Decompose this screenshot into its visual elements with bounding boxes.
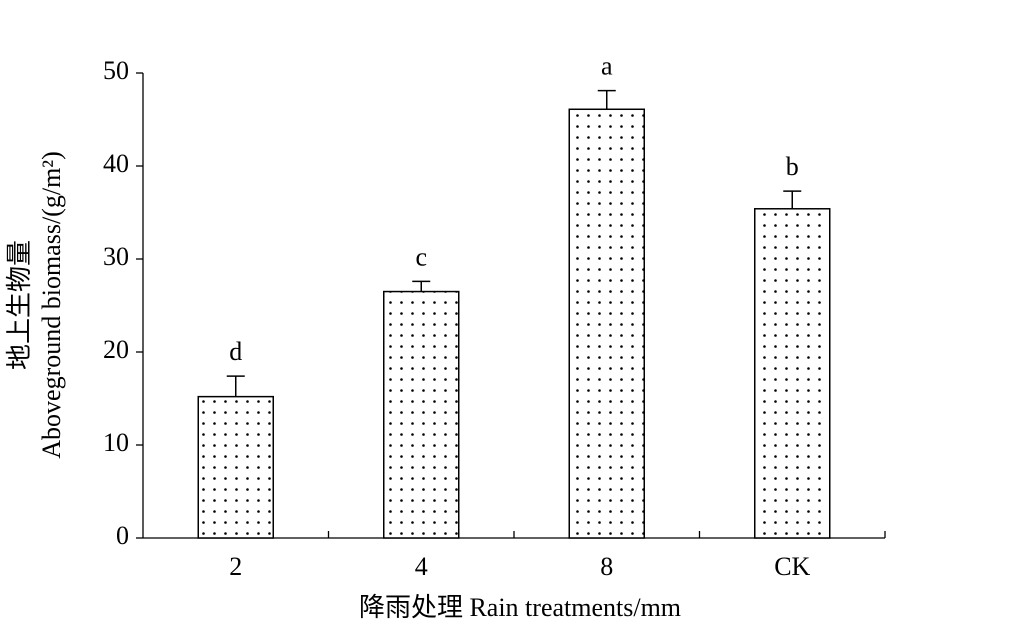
y-tick-label: 50 <box>103 56 129 85</box>
x-tick-label: 2 <box>229 552 242 581</box>
y-tick-label: 0 <box>116 521 129 550</box>
bar <box>383 290 460 539</box>
x-tick-label: CK <box>774 552 810 581</box>
x-axis-label: 降雨处理 Rain treatments/mm <box>359 593 681 622</box>
y-tick-label: 20 <box>103 335 129 364</box>
significance-letter: b <box>786 152 799 181</box>
significance-letter: d <box>229 337 242 366</box>
y-axis-label-cn: 地上生物量 <box>5 240 34 370</box>
significance-letter: a <box>601 52 613 81</box>
bar <box>754 208 831 539</box>
significance-letter: c <box>415 242 427 271</box>
y-tick-label: 30 <box>103 242 129 271</box>
x-tick-label: 4 <box>415 552 428 581</box>
y-tick-label: 40 <box>103 149 129 178</box>
y-tick-label: 10 <box>103 428 129 457</box>
bar <box>568 108 645 539</box>
x-tick-label: 8 <box>600 552 613 581</box>
y-axis-label-en: Aboveground biomass/(g/m²) <box>37 151 66 458</box>
bar <box>197 395 274 539</box>
